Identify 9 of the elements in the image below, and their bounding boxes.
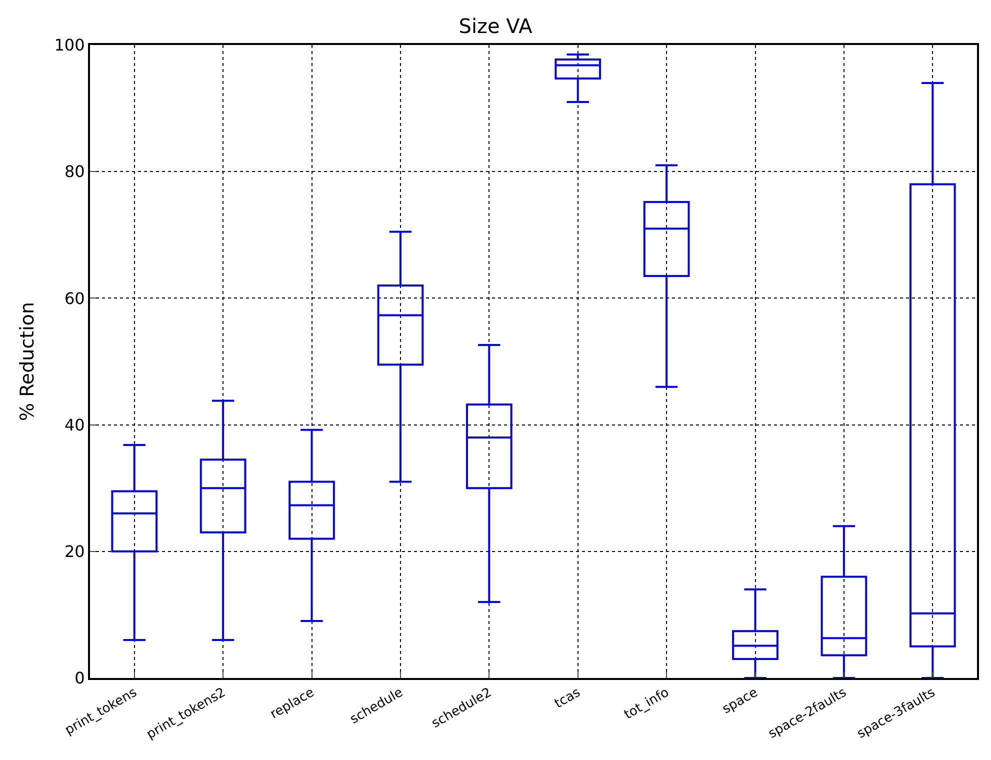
y-tick-label: 80 (64, 162, 85, 182)
y-tick-label: 40 (64, 415, 85, 434)
y-axis-title: % Reduction (16, 302, 39, 422)
x-tick-label: tcas (552, 685, 584, 712)
y-tick-label: 100 (54, 36, 85, 55)
y-tick-label: 20 (64, 542, 85, 561)
y-tick-label: 60 (64, 288, 85, 308)
y-tick-label: 0 (74, 668, 85, 688)
chart-title: Size VA (458, 14, 533, 38)
